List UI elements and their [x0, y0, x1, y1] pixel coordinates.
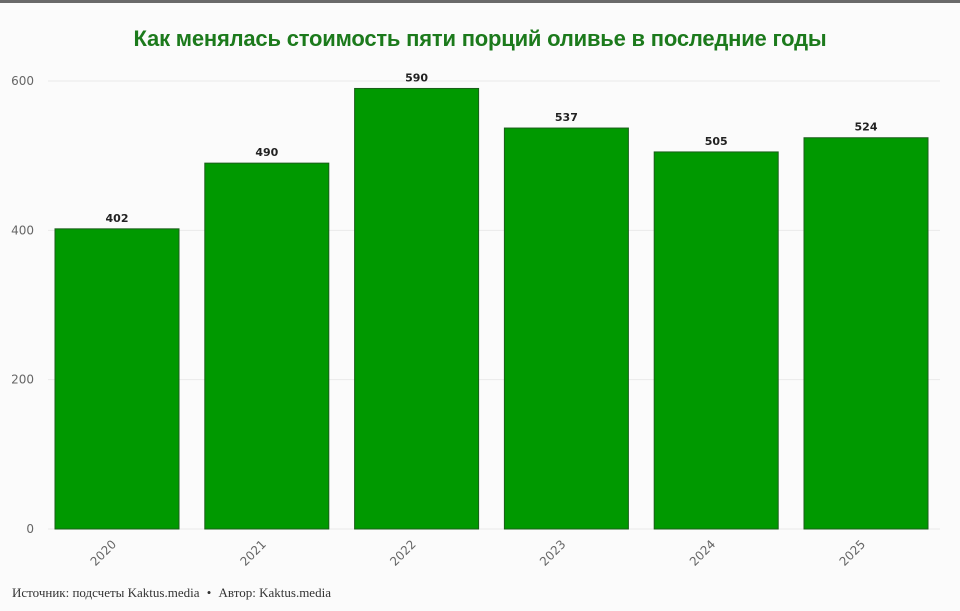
bar — [503, 127, 629, 530]
bar — [653, 151, 779, 530]
chart-title: Как менялась стоимость пяти порций оливь… — [133, 26, 827, 51]
footer: Источник: подсчеты Kaktus.media • Автор:… — [12, 585, 331, 601]
data-label: 590 — [405, 71, 428, 84]
y-tick-label: 600 — [11, 74, 34, 88]
data-label: 490 — [255, 146, 278, 159]
bar — [803, 137, 929, 530]
bar — [204, 162, 330, 530]
bar-chart: 0 200 400 600 402 2020 490 2021 590 2022 537 2023 50… — [11, 71, 940, 569]
x-tick-label: 2024 — [687, 537, 718, 568]
author-credit: Автор: Kaktus.media — [218, 585, 331, 600]
source-credit: Источник: подсчеты Kaktus.media — [12, 585, 200, 600]
y-tick-label: 0 — [26, 522, 34, 536]
y-tick-label: 400 — [11, 223, 34, 237]
data-label: 402 — [106, 212, 129, 225]
x-tick-label: 2020 — [88, 537, 119, 568]
top-rule — [0, 0, 960, 3]
data-label: 505 — [705, 135, 728, 148]
data-label: 537 — [555, 111, 578, 124]
x-tick-label: 2021 — [237, 537, 268, 568]
x-tick-label: 2025 — [837, 537, 868, 568]
y-tick-label: 200 — [11, 373, 34, 387]
x-tick-label: 2023 — [537, 537, 568, 568]
x-tick-label: 2022 — [387, 537, 418, 568]
footer-separator: • — [206, 585, 212, 600]
data-label: 524 — [855, 121, 878, 134]
bar — [354, 87, 480, 530]
bar — [54, 228, 180, 530]
